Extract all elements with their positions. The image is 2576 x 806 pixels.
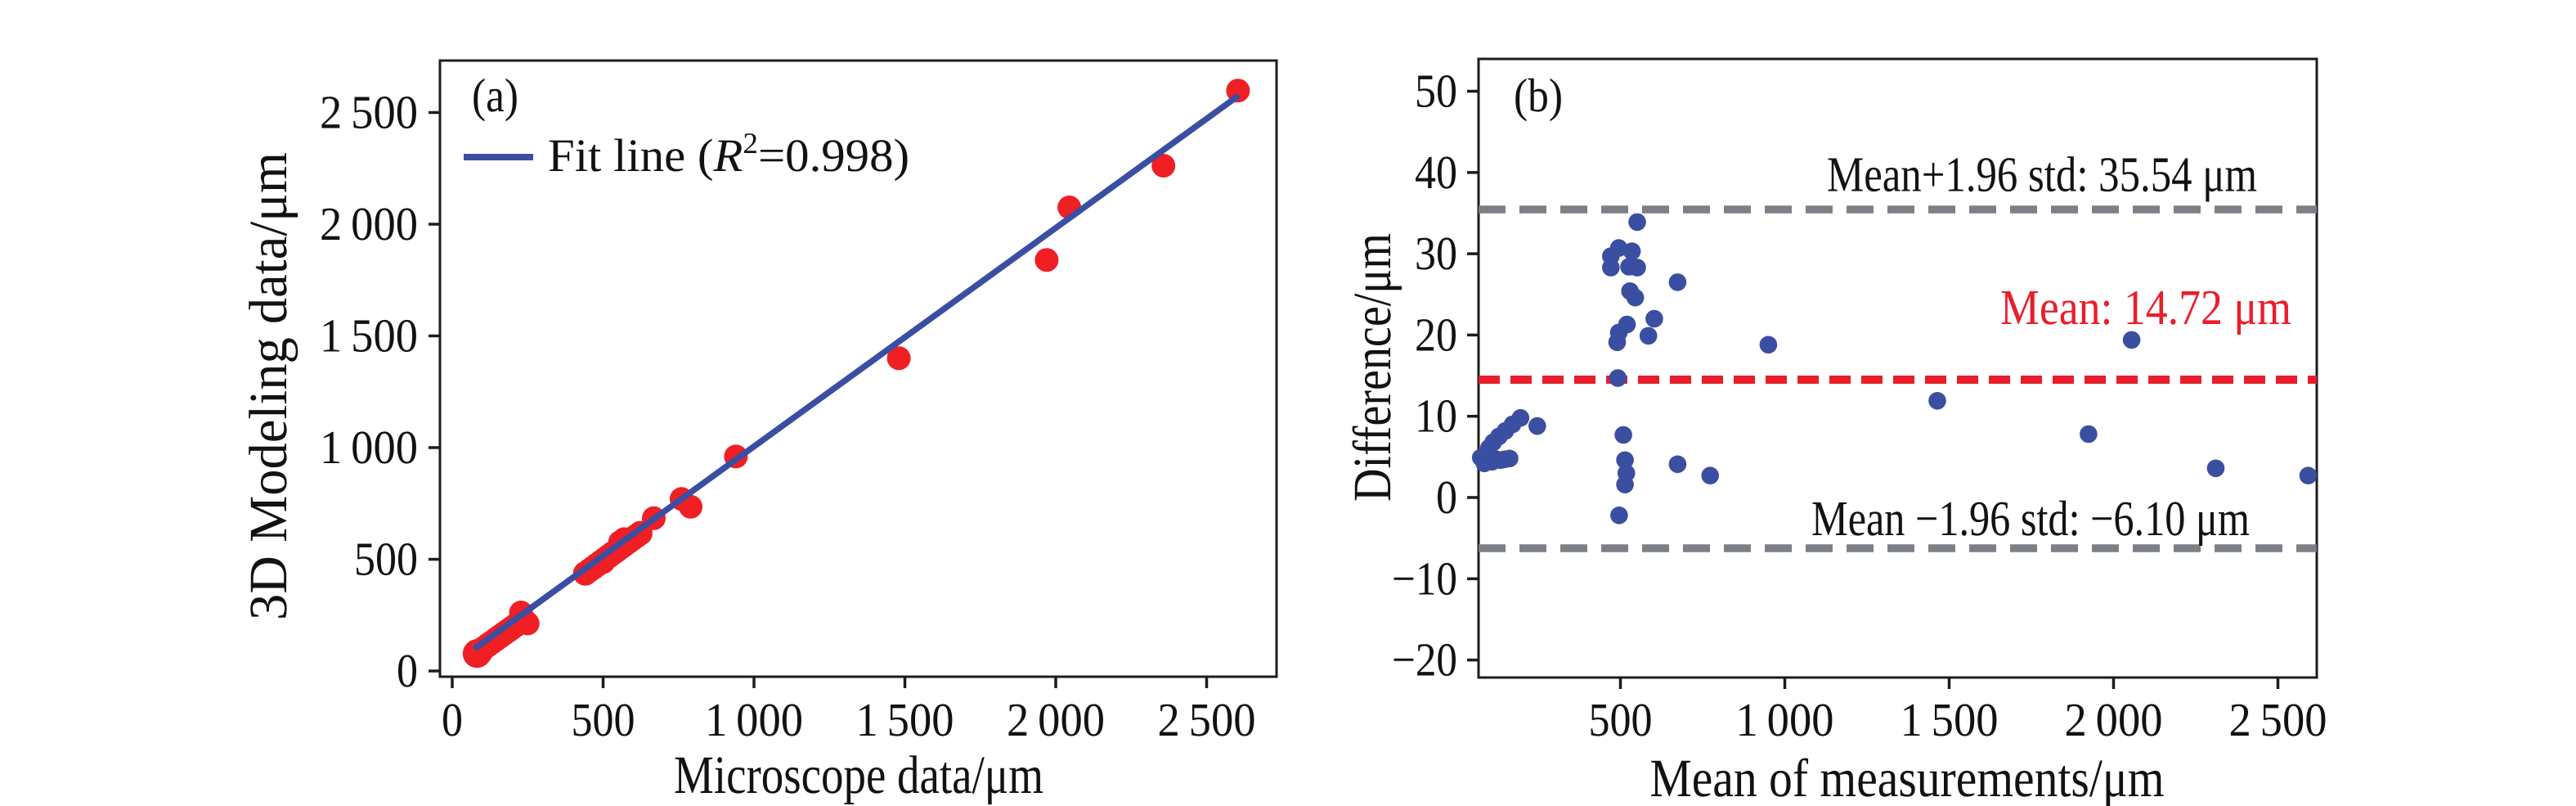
svg-text:3D Modeling data/μm: 3D Modeling data/μm [239, 152, 298, 620]
svg-text:1 000: 1 000 [705, 693, 803, 746]
svg-text:Mean+1.96 std: 35.54 μm: Mean+1.96 std: 35.54 μm [1827, 148, 2257, 203]
svg-text:R: R [712, 130, 743, 182]
svg-text:500: 500 [1589, 693, 1653, 746]
svg-text:2 000: 2 000 [2065, 693, 2163, 746]
svg-text:500: 500 [354, 533, 418, 586]
svg-text:−20: −20 [1392, 633, 1457, 687]
svg-text:Microscope data/μm: Microscope data/μm [674, 745, 1043, 805]
svg-text:1 500: 1 500 [320, 309, 418, 362]
svg-text:Mean of measurements/μm: Mean of measurements/μm [1650, 749, 2165, 806]
svg-text:2 000: 2 000 [1007, 693, 1105, 746]
svg-text:10: 10 [1415, 389, 1457, 443]
svg-text:1 000: 1 000 [320, 421, 418, 474]
svg-text:Fit line (: Fit line ( [548, 130, 714, 182]
svg-text:Difference/μm: Difference/μm [1343, 233, 1402, 502]
svg-text:500: 500 [572, 693, 635, 746]
svg-text:1 500: 1 500 [856, 693, 954, 746]
svg-text:0: 0 [1436, 471, 1457, 524]
svg-text:0: 0 [442, 693, 463, 746]
svg-text:2: 2 [743, 127, 758, 160]
svg-text:1 500: 1 500 [1901, 693, 1999, 746]
svg-text:20: 20 [1415, 308, 1457, 361]
svg-text:=0.998): =0.998) [758, 130, 909, 182]
svg-text:50: 50 [1415, 65, 1457, 118]
svg-text:2 500: 2 500 [2229, 693, 2327, 746]
svg-text:2 500: 2 500 [1158, 693, 1256, 746]
svg-text:Mean −1.96 std: −6.10 μm: Mean −1.96 std: −6.10 μm [1811, 492, 2250, 547]
svg-text:(b): (b) [1514, 69, 1563, 122]
svg-text:−10: −10 [1392, 552, 1457, 605]
svg-text:(a): (a) [472, 69, 518, 122]
svg-text:2 500: 2 500 [320, 86, 418, 139]
svg-text:1 000: 1 000 [1736, 693, 1834, 746]
svg-text:40: 40 [1415, 146, 1457, 199]
svg-text:2 000: 2 000 [320, 197, 418, 250]
svg-text:30: 30 [1415, 227, 1457, 280]
svg-text:Mean: 14.72 μm: Mean: 14.72 μm [2000, 281, 2291, 335]
svg-text:0: 0 [397, 644, 418, 697]
